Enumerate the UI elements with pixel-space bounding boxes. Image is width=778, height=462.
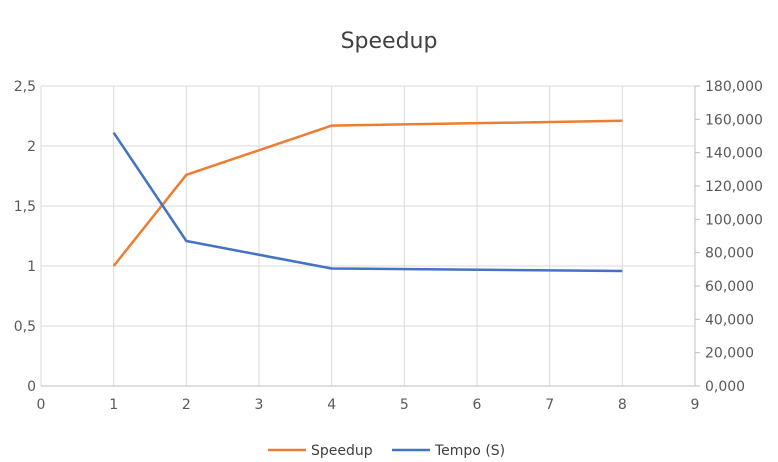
x-tick-label: 0: [37, 397, 46, 413]
y-right-tick-label: 60,000: [705, 279, 754, 295]
y-right-axis-ticks: 0,000 20,000 40,000 60,000 80,000 100,000 120,…: [695, 79, 763, 395]
y-left-tick-label: 0: [27, 379, 36, 395]
x-tick-label: 8: [618, 397, 627, 413]
axes: [41, 86, 696, 387]
y-right-tick-label: 140,000: [705, 146, 763, 162]
series-line-tempo-s: [112, 131, 623, 273]
y-right-tick-label: 180,000: [705, 79, 763, 95]
y-right-tick-label: 0,000: [705, 379, 745, 395]
x-axis-ticks: 0 1 2 3 4 5 6 7 8 9: [37, 397, 700, 413]
y-right-tick-label: 100,000: [705, 212, 763, 228]
y-left-tick-label: 2: [27, 139, 36, 155]
legend-label-speedup: Speedup: [311, 443, 373, 459]
y-right-tick-label: 80,000: [705, 246, 754, 262]
y-right-tick-label: 160,000: [705, 112, 763, 128]
legend-label-tempo-s: Tempo (S): [434, 443, 505, 459]
y-left-tick-label: 1,5: [14, 199, 36, 215]
chart-title: Speedup: [341, 29, 438, 54]
x-tick-label: 2: [182, 397, 191, 413]
x-tick-label: 5: [400, 397, 409, 413]
x-tick-label: 1: [109, 397, 118, 413]
x-tick-label: 7: [545, 397, 554, 413]
x-tick-label: 4: [327, 397, 336, 413]
y-left-tick-label: 0,5: [14, 319, 36, 335]
y-left-tick-label: 2,5: [14, 79, 36, 95]
y-left-tick-label: 1: [27, 259, 36, 275]
series-lines: [112, 119, 623, 273]
y-right-tick-label: 40,000: [705, 312, 754, 328]
legend: Speedup Tempo (S): [268, 443, 505, 459]
x-tick-label: 9: [691, 397, 700, 413]
y-right-tick-label: 120,000: [705, 179, 763, 195]
x-tick-label: 6: [473, 397, 482, 413]
x-tick-label: 3: [255, 397, 264, 413]
y-left-axis-ticks: 0 0,5 1 1,5 2 2,5: [14, 79, 36, 395]
series-line-speedup: [112, 119, 623, 267]
y-right-tick-label: 20,000: [705, 346, 754, 362]
